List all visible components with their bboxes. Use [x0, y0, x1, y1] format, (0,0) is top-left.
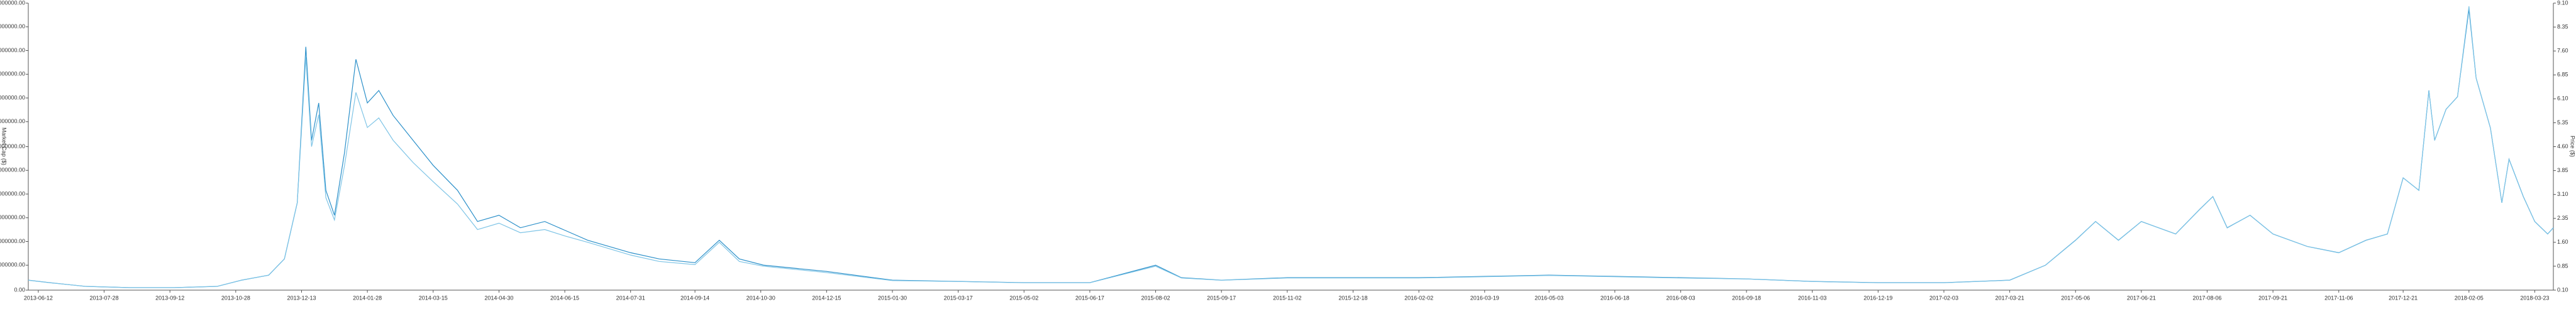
y2-tick-label: 0.10: [2557, 286, 2568, 293]
y2-tick-label: 5.35: [2557, 119, 2568, 126]
x-tick-label: 2017-06-21: [2127, 295, 2156, 301]
y-tick-label: 192000000.00: [0, 47, 25, 53]
y2-tick-label: 3.85: [2557, 167, 2568, 173]
x-tick-label: 2015-08-02: [1141, 295, 1170, 301]
x-tick-label: 2014-06-15: [550, 295, 579, 301]
y2-axis-title: Price ($): [2570, 136, 2576, 157]
x-tick-label: 2017-03-21: [1996, 295, 2024, 301]
series-line: [28, 6, 2554, 288]
y2-tick-label: 6.85: [2557, 72, 2568, 78]
y-tick-label: 173000000.00: [0, 71, 25, 77]
x-tick-label: 2014-09-14: [680, 295, 709, 301]
y-tick-label: 20000000.00: [0, 262, 25, 268]
x-tick-label: 2015-12-18: [1338, 295, 1367, 301]
x-tick-label: 2014-10-30: [747, 295, 775, 301]
x-tick-label: 2013-07-28: [90, 295, 119, 301]
y2-tick-label: 9.10: [2557, 0, 2568, 6]
y-tick-label: 154000000.00: [0, 94, 25, 100]
y-tick-label: 96000000.00: [0, 167, 25, 173]
y2-tick-label: 3.10: [2557, 191, 2568, 197]
x-tick-label: 2016-08-03: [1666, 295, 1695, 301]
x-tick-label: 2014-01-28: [353, 295, 382, 301]
series-line: [28, 9, 2554, 288]
y2-tick-label: 0.85: [2557, 263, 2568, 269]
y2-tick-label: 7.60: [2557, 48, 2568, 54]
x-tick-label: 2015-09-17: [1207, 295, 1236, 301]
x-tick-label: 2015-06-17: [1075, 295, 1104, 301]
x-tick-label: 2014-04-30: [484, 295, 513, 301]
y-tick-label: 77000000.00: [0, 190, 25, 197]
x-tick-label: 2016-12-19: [1863, 295, 1892, 301]
y2-tick-label: 2.35: [2557, 215, 2568, 221]
x-tick-label: 2016-05-03: [1535, 295, 1563, 301]
y-tick-label: 115000000.00: [0, 143, 25, 149]
x-tick-label: 2017-05-06: [2061, 295, 2090, 301]
x-tick-label: 2014-12-15: [812, 295, 841, 301]
x-tick-label: 2016-09-18: [1732, 295, 1761, 301]
x-tick-label: 2015-01-30: [878, 295, 907, 301]
x-tick-label: 2014-03-15: [419, 295, 448, 301]
x-tick-label: 2015-03-17: [944, 295, 973, 301]
y2-tick-label: 4.60: [2557, 143, 2568, 149]
x-tick-label: 2016-03-19: [1470, 295, 1499, 301]
y-tick-label: 230000000.00: [0, 0, 25, 6]
x-tick-label: 2016-06-18: [1601, 295, 1629, 301]
x-tick-label: 2013-06-12: [24, 295, 53, 301]
x-tick-label: 2015-11-02: [1273, 295, 1301, 301]
x-tick-label: 2016-02-02: [1404, 295, 1433, 301]
x-tick-label: 2017-11-06: [2324, 295, 2353, 301]
x-tick-label: 2017-12-21: [2389, 295, 2418, 301]
x-tick-label: 2013-12-13: [287, 295, 316, 301]
y-tick-label: 135000000.00: [0, 118, 25, 124]
x-tick-label: 2014-07-31: [616, 295, 645, 301]
x-tick-label: 2018-02-05: [2455, 295, 2484, 301]
x-tick-label: 2018-03-23: [2520, 295, 2549, 301]
y2-tick-label: 8.35: [2557, 23, 2568, 30]
x-tick-label: 2017-02-03: [1929, 295, 1958, 301]
y-tick-label: 58000000.00: [0, 214, 25, 220]
y-axis-title: Market Cap ($): [1, 127, 8, 165]
x-tick-label: 2017-09-21: [2258, 295, 2287, 301]
y-tick-label: 0.00: [14, 286, 25, 293]
x-tick-label: 2013-09-12: [155, 295, 184, 301]
y-tick-label: 39000000.00: [0, 238, 25, 244]
x-tick-label: 2017-08-06: [2192, 295, 2221, 301]
y-tick-label: 211000000.00: [0, 23, 25, 30]
y2-tick-label: 6.10: [2557, 95, 2568, 102]
x-tick-label: 2015-05-02: [1009, 295, 1038, 301]
x-tick-label: 2013-10-28: [221, 295, 250, 301]
x-tick-label: 2016-11-03: [1798, 295, 1826, 301]
y2-tick-label: 1.60: [2557, 239, 2568, 245]
